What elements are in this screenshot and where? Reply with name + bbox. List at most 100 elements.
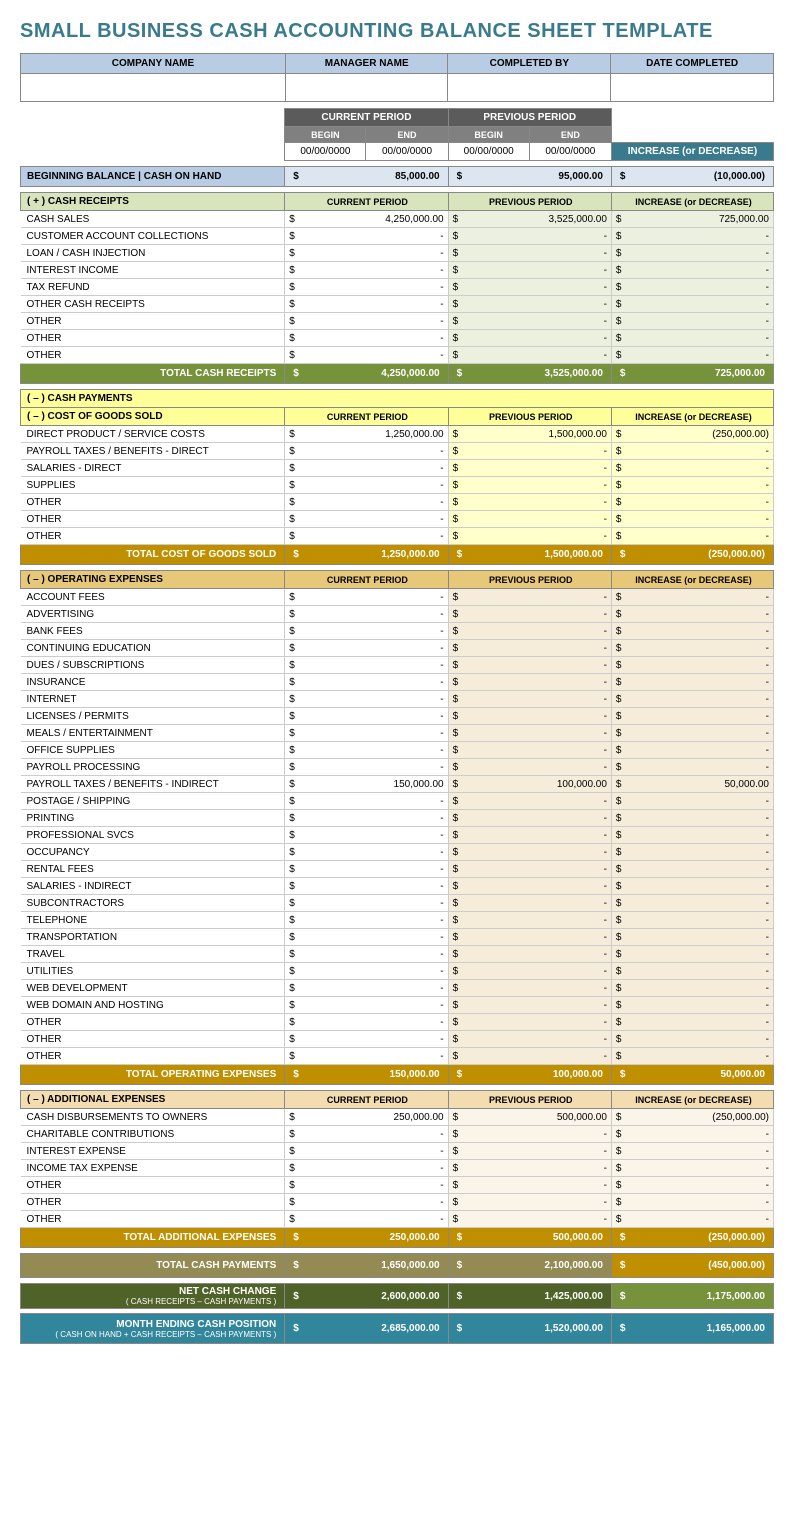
line-current[interactable]: -	[440, 966, 443, 977]
line-current[interactable]: -	[440, 677, 443, 688]
line-previous[interactable]: -	[604, 231, 607, 242]
line-current[interactable]: -	[440, 299, 443, 310]
line-current[interactable]: -	[440, 898, 443, 909]
line-previous[interactable]: 500,000.00	[557, 1112, 607, 1123]
line-current[interactable]: -	[440, 514, 443, 525]
line-previous[interactable]: -	[604, 830, 607, 841]
line-previous[interactable]: -	[604, 1017, 607, 1028]
line-previous[interactable]: -	[604, 592, 607, 603]
line-previous[interactable]: -	[604, 480, 607, 491]
line-previous[interactable]: -	[604, 316, 607, 327]
manager-input[interactable]	[285, 74, 448, 102]
company-input[interactable]	[21, 74, 286, 102]
line-current[interactable]: -	[440, 248, 443, 259]
line-previous[interactable]: -	[604, 463, 607, 474]
line-current[interactable]: -	[440, 531, 443, 542]
line-previous[interactable]: 3,525,000.00	[549, 214, 607, 225]
line-current[interactable]: -	[440, 1034, 443, 1045]
line-previous[interactable]: -	[604, 1214, 607, 1225]
line-current[interactable]: -	[440, 1017, 443, 1028]
line-previous[interactable]: -	[604, 265, 607, 276]
line-current[interactable]: -	[440, 949, 443, 960]
line-previous[interactable]: -	[604, 1000, 607, 1011]
line-previous[interactable]: -	[604, 694, 607, 705]
line-current[interactable]: -	[440, 694, 443, 705]
previous-begin-date[interactable]: 00/00/0000	[448, 143, 529, 161]
line-current[interactable]: -	[440, 480, 443, 491]
line-previous[interactable]: -	[604, 847, 607, 858]
line-current[interactable]: -	[440, 592, 443, 603]
line-current[interactable]: -	[440, 864, 443, 875]
line-current[interactable]: -	[440, 1197, 443, 1208]
line-previous[interactable]: -	[604, 1180, 607, 1191]
line-current[interactable]: -	[440, 463, 443, 474]
line-previous[interactable]: -	[604, 796, 607, 807]
line-current[interactable]: -	[440, 1214, 443, 1225]
line-previous[interactable]: -	[604, 1146, 607, 1157]
line-current[interactable]: -	[440, 643, 443, 654]
line-current[interactable]: -	[440, 231, 443, 242]
line-previous[interactable]: -	[604, 813, 607, 824]
line-previous[interactable]: -	[604, 333, 607, 344]
line-previous[interactable]: -	[604, 643, 607, 654]
line-current[interactable]: -	[440, 711, 443, 722]
line-previous[interactable]: -	[604, 282, 607, 293]
line-previous[interactable]: -	[604, 446, 607, 457]
line-current[interactable]: -	[440, 350, 443, 361]
line-current[interactable]: -	[440, 265, 443, 276]
line-previous[interactable]: -	[604, 626, 607, 637]
line-previous[interactable]: -	[604, 983, 607, 994]
line-current[interactable]: -	[440, 1146, 443, 1157]
line-previous[interactable]: -	[604, 350, 607, 361]
previous-end-date[interactable]: 00/00/0000	[529, 143, 611, 161]
line-current[interactable]: -	[440, 983, 443, 994]
line-current[interactable]: -	[440, 830, 443, 841]
current-begin-date[interactable]: 00/00/0000	[285, 143, 366, 161]
line-current[interactable]: -	[440, 316, 443, 327]
line-previous[interactable]: -	[604, 762, 607, 773]
line-previous[interactable]: -	[604, 728, 607, 739]
line-current[interactable]: -	[440, 660, 443, 671]
line-previous[interactable]: -	[604, 711, 607, 722]
line-current[interactable]: 4,250,000.00	[385, 214, 443, 225]
line-previous[interactable]: 1,500,000.00	[549, 429, 607, 440]
line-current[interactable]: -	[440, 847, 443, 858]
line-current[interactable]: -	[440, 609, 443, 620]
line-current[interactable]: -	[440, 762, 443, 773]
line-previous[interactable]: 100,000.00	[557, 779, 607, 790]
line-previous[interactable]: -	[604, 1197, 607, 1208]
line-current[interactable]: -	[440, 446, 443, 457]
line-previous[interactable]: -	[604, 966, 607, 977]
line-previous[interactable]: -	[604, 248, 607, 259]
line-previous[interactable]: -	[604, 915, 607, 926]
line-previous[interactable]: -	[604, 677, 607, 688]
line-current[interactable]: -	[440, 745, 443, 756]
line-previous[interactable]: -	[604, 660, 607, 671]
completedby-input[interactable]	[448, 74, 611, 102]
line-previous[interactable]: -	[604, 1051, 607, 1062]
line-previous[interactable]: -	[604, 609, 607, 620]
line-current[interactable]: 1,250,000.00	[385, 429, 443, 440]
line-current[interactable]: -	[440, 1163, 443, 1174]
line-previous[interactable]: -	[604, 531, 607, 542]
line-previous[interactable]: -	[604, 949, 607, 960]
line-previous[interactable]: -	[604, 1129, 607, 1140]
datecompleted-input[interactable]	[611, 74, 774, 102]
line-current[interactable]: -	[440, 728, 443, 739]
line-current[interactable]: 150,000.00	[394, 779, 444, 790]
current-end-date[interactable]: 00/00/0000	[366, 143, 448, 161]
line-previous[interactable]: -	[604, 745, 607, 756]
line-current[interactable]: -	[440, 282, 443, 293]
line-current[interactable]: -	[440, 932, 443, 943]
line-current[interactable]: -	[440, 881, 443, 892]
line-previous[interactable]: -	[604, 299, 607, 310]
line-previous[interactable]: -	[604, 881, 607, 892]
line-current[interactable]: 250,000.00	[394, 1112, 444, 1123]
line-current[interactable]: -	[440, 915, 443, 926]
line-previous[interactable]: -	[604, 932, 607, 943]
line-previous[interactable]: -	[604, 898, 607, 909]
line-current[interactable]: -	[440, 1051, 443, 1062]
line-previous[interactable]: -	[604, 1034, 607, 1045]
line-current[interactable]: -	[440, 333, 443, 344]
line-previous[interactable]: -	[604, 1163, 607, 1174]
